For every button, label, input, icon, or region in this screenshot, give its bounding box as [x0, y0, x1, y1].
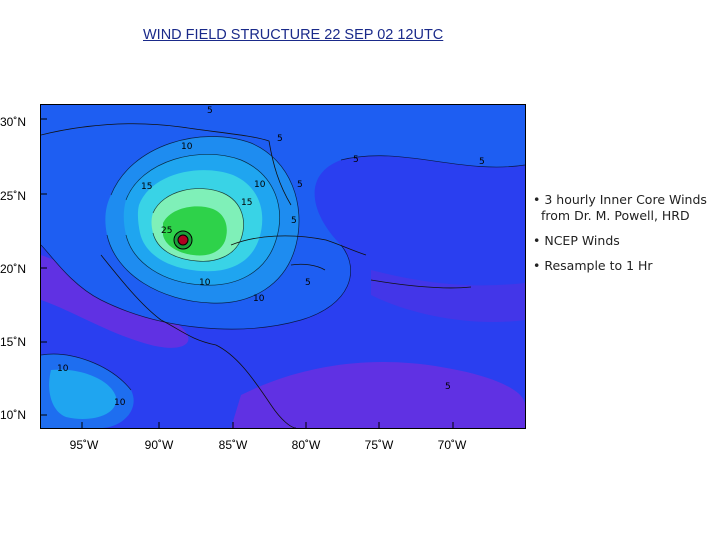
lat-label: 15˚N: [0, 335, 27, 349]
storm-eye-core: [177, 234, 189, 246]
lat-label: 20˚N: [0, 262, 27, 276]
contour-label: 15: [241, 198, 252, 208]
contour-label: 5: [353, 155, 359, 165]
wind-band-10-inner: [49, 369, 117, 419]
bullet-item: • NCEP Winds: [533, 233, 620, 248]
contour-label: 10: [114, 398, 126, 408]
contour-lines: [41, 136, 525, 391]
contour-label: 10: [254, 180, 266, 190]
calm-region: [231, 362, 525, 428]
contour-label: 5: [479, 157, 485, 167]
lat-label: 25˚N: [0, 189, 27, 203]
lon-label: 80˚W: [291, 438, 321, 452]
calm-region: [371, 270, 525, 323]
lat-label: 30˚N: [0, 115, 27, 129]
contour-label: 5: [207, 106, 213, 116]
axis-ticks: [41, 118, 454, 428]
contour-label: 5: [305, 278, 311, 288]
wind-field-map: 5 10 15 25 5 10 15 5 5 10 5 10 5 5 10 5 …: [40, 104, 526, 429]
bullet-list: • 3 hourly Inner Core Winds from Dr. M. …: [533, 192, 708, 283]
contour-labels: 5 10 15 25 5 10 15 5 5 10 5 10 5 5 10 5 …: [57, 106, 485, 408]
lon-label: 85˚W: [218, 438, 248, 452]
contour-label: 10: [181, 142, 193, 152]
contour-label: 5: [445, 382, 451, 392]
contour-label: 5: [297, 180, 303, 190]
lon-label: 95˚W: [69, 438, 99, 452]
lon-label: 75˚W: [364, 438, 394, 452]
coastlines: [41, 123, 472, 428]
contour-label: 15: [141, 182, 152, 192]
lon-label: 70˚W: [437, 438, 467, 452]
contour-label: 5: [291, 216, 297, 226]
lat-label: 10˚N: [0, 408, 27, 422]
bullet-item: • 3 hourly Inner Core Winds from Dr. M. …: [533, 192, 707, 223]
map-title: WIND FIELD STRUCTURE 22 SEP 02 12UTC: [143, 27, 444, 43]
wind-contour-plot: 5 10 15 25 5 10 15 5 5 10 5 10 5 5 10 5 …: [41, 105, 525, 428]
contour-label: 10: [199, 278, 211, 288]
contour-label: 10: [57, 364, 69, 374]
contour-label: 10: [253, 294, 265, 304]
contour-label: 5: [277, 134, 283, 144]
contour-label: 25: [161, 226, 172, 236]
bullet-item: • Resample to 1 Hr: [533, 258, 653, 273]
lon-label: 90˚W: [144, 438, 174, 452]
